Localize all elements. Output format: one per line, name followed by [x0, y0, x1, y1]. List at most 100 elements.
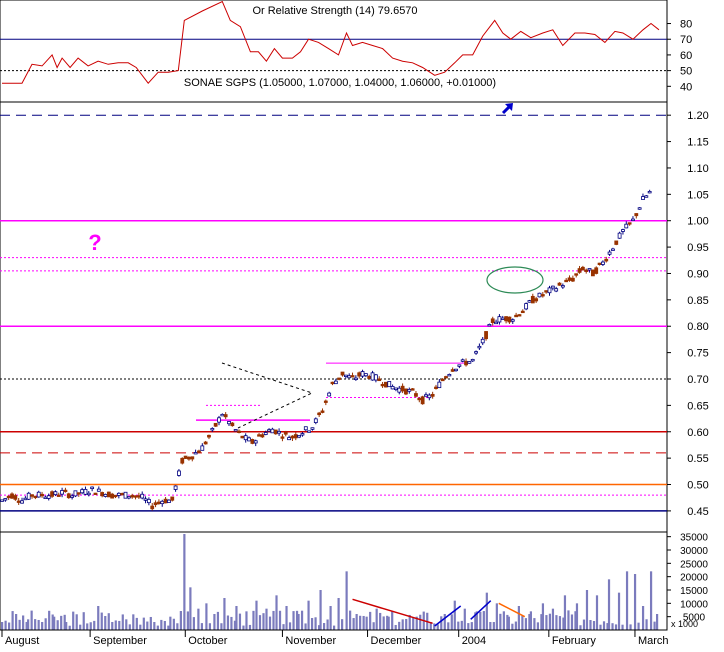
- volume-bar: [579, 625, 582, 630]
- month-label: September: [93, 635, 147, 647]
- volume-bar: [387, 616, 390, 630]
- candle-body: [327, 392, 332, 397]
- volume-bar: [528, 614, 531, 630]
- candle-body: [40, 493, 44, 497]
- rsi-tick-label: 40: [680, 81, 692, 93]
- candle-body: [390, 386, 395, 390]
- volume-bar: [633, 574, 637, 630]
- candle-body: [641, 196, 645, 200]
- candle-body: [557, 282, 562, 286]
- candle-body: [457, 364, 462, 367]
- candle-body: [527, 300, 532, 303]
- volume-bar: [104, 616, 107, 630]
- candle-body: [140, 493, 145, 499]
- volume-bar: [329, 606, 332, 630]
- volume-bar: [614, 624, 618, 630]
- volume-bar: [563, 595, 567, 630]
- volume-bar: [34, 619, 37, 630]
- candle-body: [497, 316, 502, 323]
- rsi-line: [2, 0, 660, 84]
- candle-body: [283, 432, 288, 435]
- candle-body: [520, 310, 525, 314]
- candle-body: [407, 388, 412, 392]
- candle-body: [200, 445, 205, 451]
- volume-bar: [599, 624, 602, 630]
- question-mark: ?: [88, 230, 101, 255]
- candle-body: [477, 345, 482, 349]
- volume-bar: [27, 619, 30, 630]
- candle-body: [230, 422, 235, 427]
- candle-body: [343, 374, 348, 378]
- volume-bar: [359, 615, 362, 630]
- candle-body: [320, 410, 325, 413]
- volume-bar: [63, 614, 66, 630]
- volume-bar: [443, 614, 446, 630]
- month-label: December: [371, 635, 422, 647]
- volume-bar: [142, 617, 145, 630]
- candle-body: [30, 494, 34, 497]
- volume-bar: [41, 622, 44, 630]
- candle-body: [293, 434, 298, 439]
- volume-bar: [429, 622, 432, 630]
- candle-body: [517, 314, 522, 317]
- volume-bar: [369, 611, 372, 630]
- candle-body: [76, 492, 81, 495]
- price-tick-label: 0.90: [687, 268, 708, 280]
- candle-body: [367, 375, 372, 379]
- volume-bar: [135, 617, 138, 630]
- candle-body: [611, 248, 615, 251]
- volume-bar: [545, 615, 548, 630]
- candle-body: [404, 388, 408, 395]
- candle-body: [621, 229, 625, 232]
- candle-body: [260, 434, 265, 438]
- volume-bar: [629, 624, 632, 630]
- candle-body: [267, 429, 271, 432]
- volume-bar: [295, 610, 299, 630]
- price-tick-label: 0.85: [687, 295, 708, 307]
- volume-bar: [621, 624, 624, 630]
- candle-body: [126, 496, 131, 499]
- candle-body: [414, 393, 418, 397]
- volume-bar: [611, 623, 614, 630]
- candle-body: [157, 501, 161, 504]
- candle-body: [90, 486, 95, 490]
- volume-bar: [51, 614, 54, 630]
- volume-bar: [272, 610, 275, 630]
- candle-body: [66, 493, 71, 499]
- volume-scale-note: x 1000: [671, 619, 698, 629]
- candle-body: [6, 495, 11, 499]
- candle-body: [353, 377, 358, 380]
- candle-body: [377, 378, 382, 382]
- candle-body: [420, 396, 425, 405]
- volume-bar: [65, 622, 68, 630]
- volume-trend-line: [434, 605, 462, 627]
- candle-body: [510, 319, 515, 322]
- volume-bar: [355, 614, 358, 630]
- candle-body: [313, 418, 318, 423]
- candle-body: [330, 381, 335, 385]
- volume-bar: [208, 623, 212, 630]
- candle-body: [430, 393, 435, 397]
- volume-bar: [235, 606, 238, 630]
- candle-body: [514, 314, 519, 318]
- volume-bar: [163, 620, 166, 630]
- volume-bar: [114, 620, 117, 630]
- candle-body: [450, 369, 455, 372]
- candle-body: [70, 495, 75, 498]
- rsi-tick-label: 50: [680, 66, 692, 78]
- volume-bar: [252, 610, 255, 630]
- volume-bar: [128, 624, 131, 630]
- candle-body: [347, 375, 352, 379]
- rsi-tick-label: 80: [680, 19, 692, 31]
- volume-bar: [322, 623, 326, 630]
- candle-body: [106, 491, 111, 498]
- candle-body: [86, 492, 91, 496]
- candle-body: [10, 493, 14, 499]
- candle-body: [400, 385, 405, 392]
- month-label: August: [5, 635, 39, 647]
- triangle-pattern: [221, 362, 314, 429]
- volume-bar: [570, 614, 574, 630]
- candle-body: [490, 318, 495, 323]
- volume-bar: [319, 590, 322, 630]
- volume-bar: [15, 614, 18, 630]
